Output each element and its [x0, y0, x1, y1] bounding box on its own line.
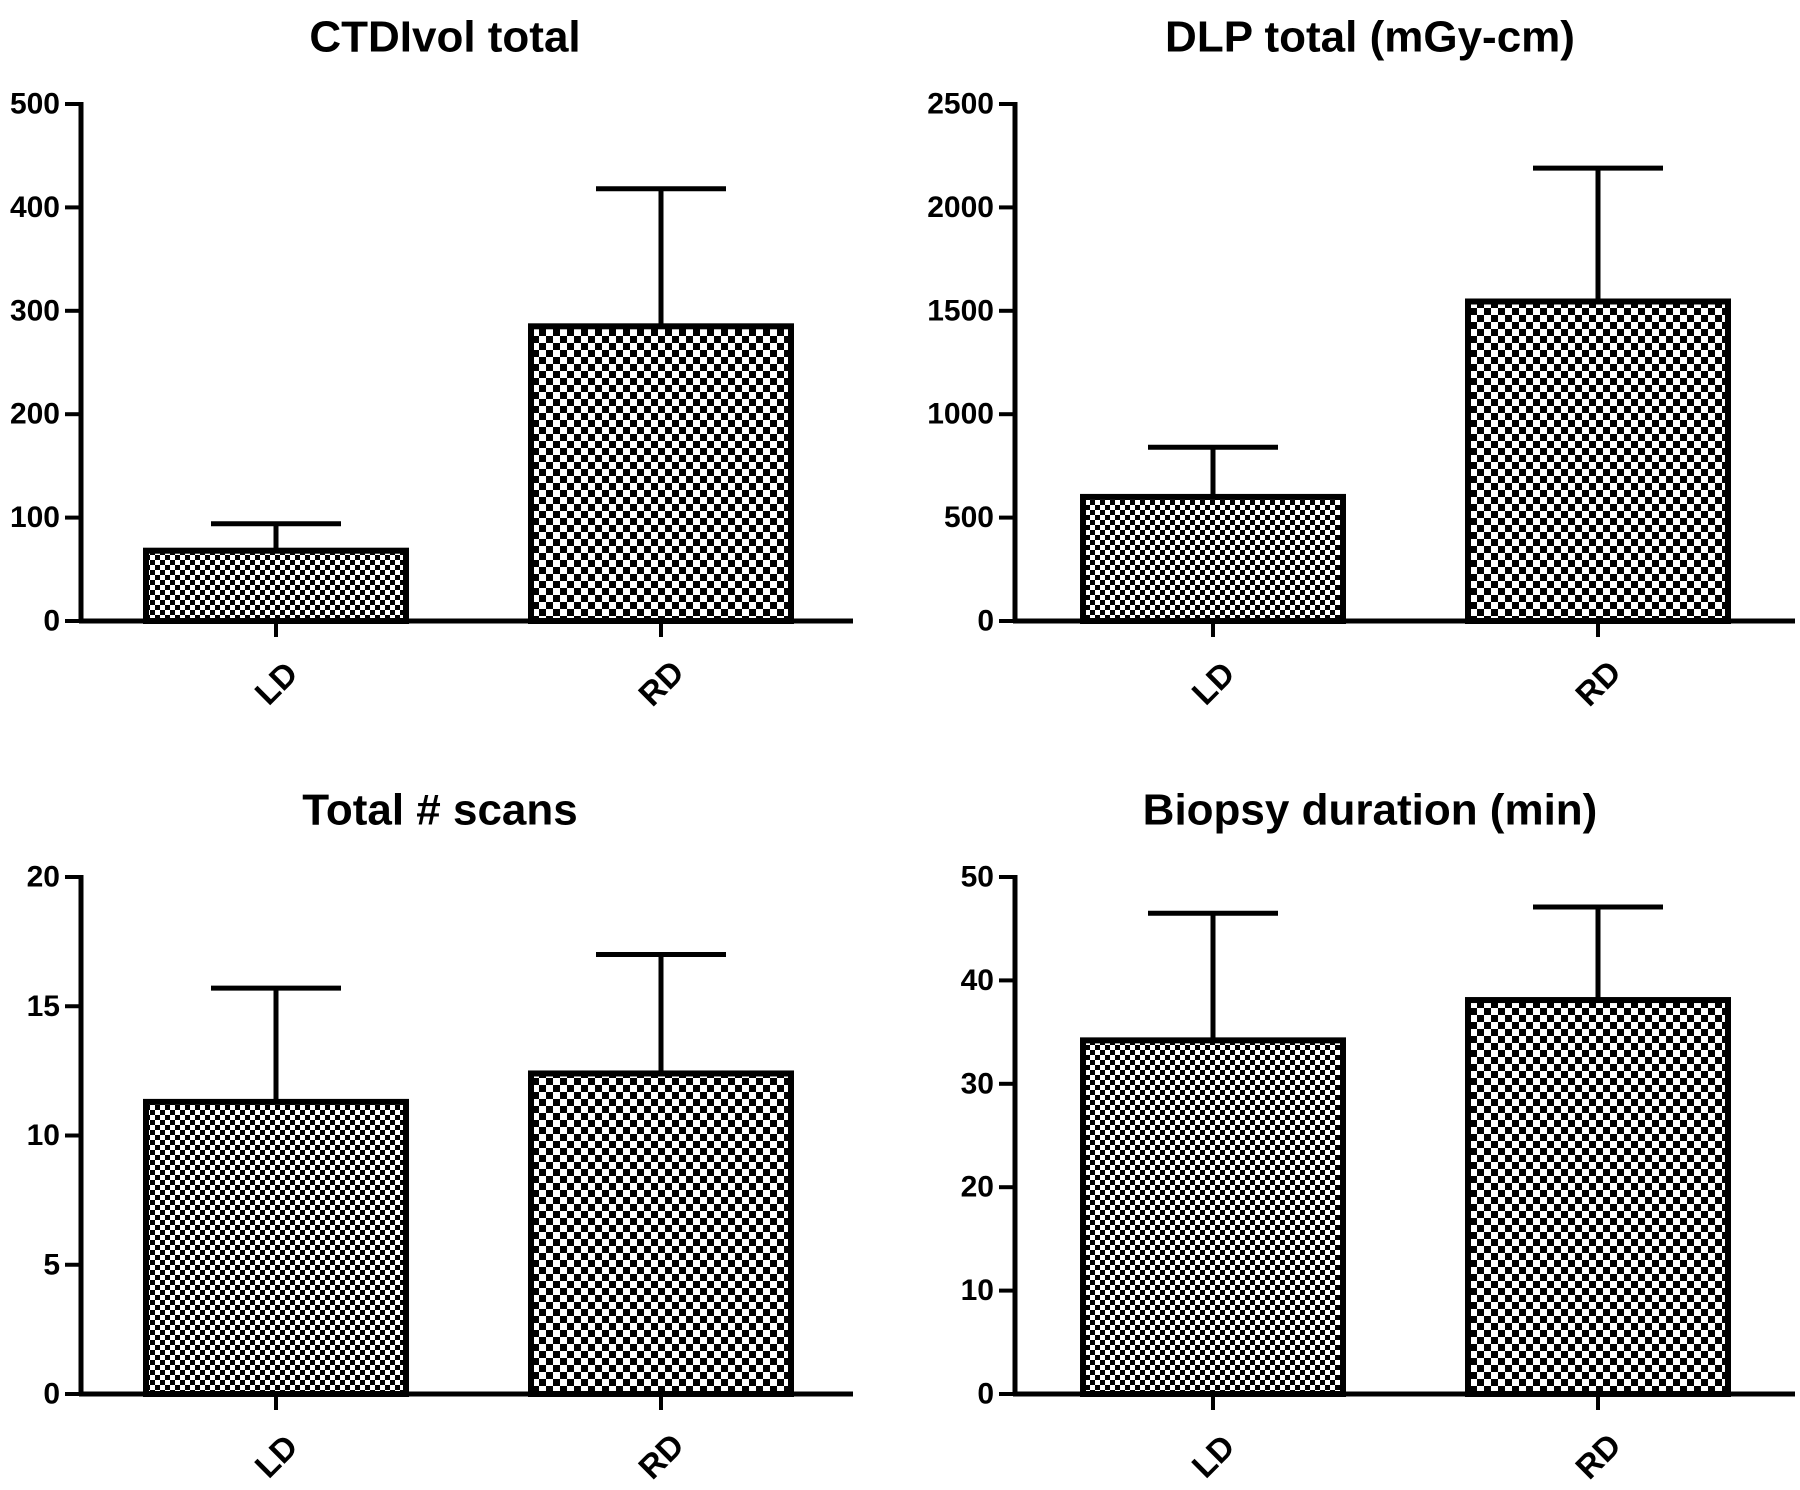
y-tick-label: 15: [27, 990, 60, 1023]
y-tick-label: 0: [977, 1378, 994, 1411]
y-tick-label: 10: [961, 1274, 994, 1307]
y-tick-label: 0: [43, 1378, 60, 1411]
y-tick-label: 20: [27, 861, 60, 894]
x-category-label: LD: [247, 654, 304, 711]
y-tick-label: 500: [944, 501, 994, 534]
y-tick-label: 400: [10, 191, 60, 224]
chart-title: DLP total (mGy-cm): [1165, 13, 1575, 62]
x-category-label: LD: [1184, 654, 1241, 711]
y-tick-label: 500: [10, 88, 60, 121]
bar-ld: [1080, 1037, 1346, 1397]
bar-rd: [1465, 997, 1731, 1398]
bar-rd: [1465, 298, 1731, 624]
y-tick-label: 2000: [927, 191, 994, 224]
chart-title: Total # scans: [302, 786, 578, 835]
bar-ld: [143, 1098, 409, 1398]
bar-ld: [143, 547, 409, 624]
x-category-label: RD: [631, 1426, 691, 1486]
y-tick-label: 100: [10, 501, 60, 534]
y-tick-label: 30: [961, 1067, 994, 1100]
chart-panel-4: Biopsy duration (min) 0 10 20 30 40 50 LD RD: [961, 786, 1795, 1486]
x-category-label: RD: [1568, 1426, 1628, 1486]
y-tick-label: 50: [961, 861, 994, 894]
bar-ld: [1080, 493, 1346, 625]
y-tick-label: 1000: [927, 398, 994, 431]
y-tick-label: 200: [10, 398, 60, 431]
y-tick-label: 300: [10, 294, 60, 327]
chart-title: Biopsy duration (min): [1143, 786, 1598, 835]
x-category-label: RD: [631, 653, 691, 713]
bar-rd: [528, 1070, 794, 1397]
chart-panel-2: DLP total (mGy-cm) 0 500 1000 1500 2000 2500 LD…: [927, 13, 1795, 713]
chart-title: CTDIvol total: [309, 13, 580, 62]
y-tick-label: 2500: [927, 88, 994, 121]
chart-panel-3: Total # scans 0 5 10 15 20 LD RD: [27, 786, 853, 1486]
x-category-label: LD: [247, 1427, 304, 1484]
y-tick-label: 0: [977, 605, 994, 638]
x-category-label: RD: [1568, 653, 1628, 713]
y-tick-label: 0: [43, 605, 60, 638]
y-tick-label: 40: [961, 964, 994, 997]
y-tick-label: 5: [43, 1248, 60, 1281]
y-tick-label: 10: [27, 1119, 60, 1152]
bar-rd: [528, 323, 794, 624]
y-tick-label: 20: [961, 1171, 994, 1204]
x-category-label: LD: [1184, 1427, 1241, 1484]
chart-panel-1: CTDIvol total 0 100 200 300 400 500 LD RD: [10, 13, 853, 713]
y-tick-label: 1500: [927, 294, 994, 327]
